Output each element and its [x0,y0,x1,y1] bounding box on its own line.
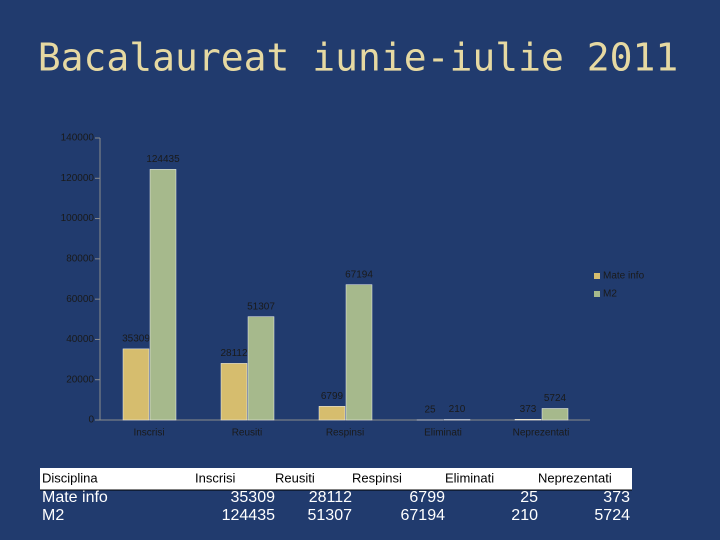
x-tick-label: Neprezentati [513,428,570,439]
y-tick-label: 20000 [66,374,94,385]
x-tick-label: Respinsi [326,428,364,439]
x-tick-label: Reusiti [232,428,263,439]
table-cell: 35309 [231,489,276,506]
bar [541,408,569,421]
slide-title: Bacalaureat iunie-iulie 2011 [38,36,679,80]
table-column-header: Reusiti [275,470,315,485]
value-label: 28112 [220,348,248,359]
table-cell: 210 [511,507,538,524]
y-tick-label: 40000 [66,334,94,345]
table-cell: 373 [603,489,630,506]
legend-label: M2 [603,289,617,300]
table-column-header: Eliminati [445,470,494,485]
table-cell: 6799 [409,489,445,506]
bar [247,316,275,421]
bar [318,406,346,421]
table-cell: 124435 [222,507,275,524]
value-label: 373 [520,404,537,415]
bar [220,363,248,421]
table-row-name: M2 [42,507,64,524]
y-tick-label: 120000 [61,173,95,184]
y-tick-label: 0 [88,415,94,426]
value-label: 35309 [122,334,150,345]
bar [514,418,542,421]
table-cell: 51307 [308,507,353,524]
value-label: 51307 [247,301,275,312]
table-column-header: Respinsi [352,470,402,485]
table-cell: 25 [520,489,538,506]
table-column-header: Neprezentati [538,470,612,485]
table-column-header: Inscrisi [195,470,236,485]
bar [345,284,373,421]
legend-swatch [594,273,600,279]
y-tick-label: 100000 [61,213,95,224]
table-row-name: Mate info [42,489,108,506]
table-cell: 5724 [594,507,630,524]
table-header-row [40,468,632,490]
value-label: 124435 [146,154,180,165]
value-label: 67194 [345,269,373,280]
legend-swatch [594,291,600,297]
y-tick-label: 60000 [66,294,94,305]
bar [149,169,177,421]
bar [122,348,150,421]
value-label: 5724 [544,393,567,404]
table-header: Disciplina [42,470,98,485]
value-label: 25 [424,405,436,416]
y-tick-label: 140000 [61,133,95,144]
value-label: 6799 [321,391,344,402]
table-cell: 67194 [401,507,446,524]
legend-label: Mate info [603,271,645,282]
x-tick-label: Inscrisi [133,428,164,439]
table-cell: 28112 [309,489,352,506]
x-tick-label: Eliminati [424,428,462,439]
y-tick-label: 80000 [66,253,94,264]
value-label: 210 [449,404,466,415]
